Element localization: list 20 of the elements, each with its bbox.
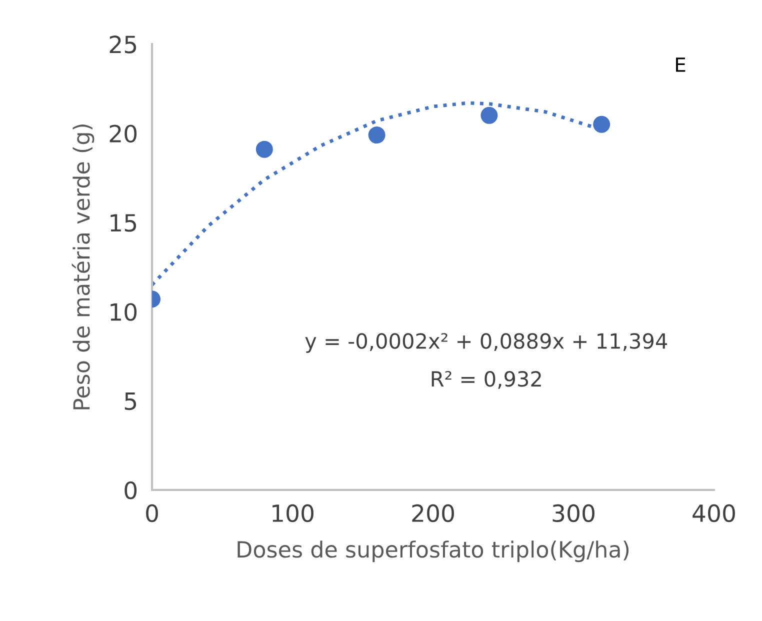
x-tick-label: 0: [146, 504, 158, 522]
point: [593, 116, 610, 133]
x-axis-title: Doses de superfosfato triplo(Kg/ha): [238, 540, 629, 562]
y-tick-label: 5: [124, 392, 136, 410]
point: [256, 140, 273, 158]
x-tick-label: 200: [412, 504, 454, 522]
y-axis-title: Peso de matéria verde (g): [72, 124, 94, 410]
point: [368, 126, 386, 144]
annotation: y = -0,0002x² + 0,0889x + 11,394: [305, 333, 668, 353]
point: [480, 106, 498, 124]
y-tick-label: 10: [110, 303, 137, 321]
y-tick-label: 0: [124, 481, 137, 500]
y-tick-label: 20: [110, 124, 137, 143]
x-tick-label: 400: [692, 504, 735, 522]
x-tick-label: 300: [552, 504, 594, 522]
y-tick-label: 15: [110, 214, 136, 232]
x-tick-label: 100: [272, 504, 314, 522]
annotation: R² = 0,932: [432, 371, 541, 389]
annotation: E: [676, 58, 686, 72]
y-tick-label: 25: [110, 36, 136, 54]
